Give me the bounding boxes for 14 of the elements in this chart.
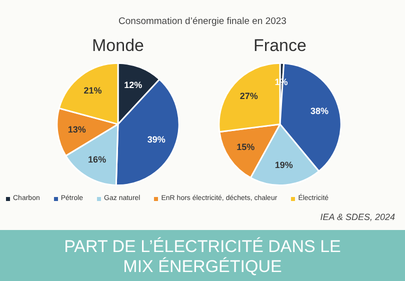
text: Consommation d’énergie finale en 2023	[118, 16, 288, 27]
text: PART DE L’ÉLECTRICITÉ DANS LE MIX ÉNERGÉTIQUE	[0, 230, 405, 281]
data-label: 38%	[310, 106, 328, 116]
data-label: 15%	[236, 142, 255, 152]
data-label: 12%	[124, 80, 142, 90]
data-label: 39%	[147, 134, 166, 144]
data-label: 16%	[88, 154, 106, 165]
data-label: 19%	[274, 160, 293, 170]
data-label: 27%	[240, 91, 258, 102]
chart-title: France	[254, 36, 306, 55]
data-label: 21%	[84, 86, 102, 96]
text: IEA & SDES, 2024	[320, 212, 395, 222]
chart-title: Monde	[92, 36, 144, 55]
data-label: 13%	[68, 124, 86, 134]
